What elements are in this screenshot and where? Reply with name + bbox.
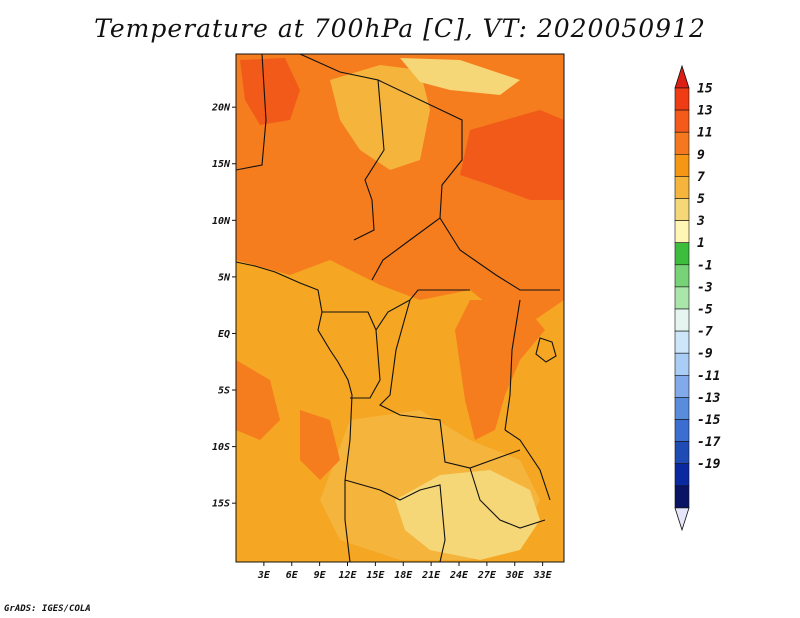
- y-tick-label: 10S: [212, 442, 230, 453]
- x-axis-ticks: 3E 6E 9E 12E 15E 18E 21E 24E 27E 30E 33E: [257, 562, 553, 581]
- colorbar-top-arrow: [674, 64, 690, 89]
- colorbar-label: 9: [697, 148, 705, 163]
- country-borders: [236, 54, 560, 562]
- colorbar-label: 1: [697, 236, 705, 251]
- y-tick-label: 20N: [211, 103, 231, 114]
- colorbar-swatch: [674, 286, 690, 310]
- colorbar-swatch: [674, 485, 690, 509]
- x-tick-label: 15E: [366, 570, 385, 581]
- colorbar-swatch: [674, 220, 690, 244]
- warm-region-central-east: [455, 300, 545, 440]
- colorbar-label: 7: [697, 170, 705, 185]
- hot-region-northwest: [240, 58, 300, 125]
- colorbar-label: -15: [697, 413, 721, 428]
- colorbar-swatch: [674, 176, 690, 199]
- colorbar-label: -19: [697, 457, 721, 472]
- colorbar-swatch: [674, 109, 690, 133]
- chart-title: Temperature at 700hPa [C], VT: 202005091…: [94, 14, 706, 43]
- coastline-west: [236, 261, 353, 562]
- warm-patch-west: [236, 360, 280, 440]
- colorbar-swatch: [674, 154, 690, 177]
- lake-outline: [535, 337, 557, 363]
- y-tick-label: EQ: [218, 329, 230, 340]
- y-axis-ticks: 20N 15N 10N 5N EQ 5S 10S 15S: [211, 103, 236, 510]
- colorbar-label: 15: [697, 82, 713, 97]
- warm-patch-southwest: [300, 410, 340, 480]
- colorbar-bottom-arrow: [674, 507, 690, 532]
- border-lines-central: [322, 289, 521, 469]
- x-tick-label: 6E: [286, 570, 299, 581]
- cool-region-north: [400, 58, 520, 95]
- colorbar-label: -11: [697, 369, 720, 384]
- colorbar-swatch: [674, 308, 690, 332]
- x-tick-label: 33E: [533, 570, 553, 581]
- colorbar-label: 3: [696, 214, 705, 229]
- y-tick-label: 10N: [212, 216, 231, 227]
- x-tick-label: 9E: [314, 570, 327, 581]
- colorbar-swatch: [674, 352, 690, 376]
- colorbar-swatch: [674, 330, 690, 354]
- mild-region-north: [330, 65, 430, 170]
- colorbar-label: 5: [697, 192, 705, 207]
- colorbar-swatch: [674, 463, 690, 487]
- warm-region-north: [236, 54, 564, 330]
- colorbar-swatch: [674, 419, 690, 442]
- colorbar-swatch: [674, 87, 690, 111]
- x-tick-label: 24E: [449, 570, 469, 581]
- map-frame: [235, 53, 565, 563]
- y-tick-label: 5S: [218, 386, 230, 397]
- colorbar-swatch: [674, 242, 690, 266]
- credit-label: GrADS: IGES/COLA: [4, 604, 91, 614]
- colorbar-swatch: [674, 131, 690, 155]
- x-tick-label: 18E: [394, 570, 413, 581]
- colorbar-label: -7: [697, 325, 713, 340]
- hot-region-east: [460, 110, 564, 200]
- border-lines-north: [236, 54, 560, 291]
- colorbar-label: -17: [697, 435, 721, 450]
- x-tick-label: 3E: [257, 570, 271, 581]
- cool-region-south: [395, 470, 540, 560]
- colorbar: 15 13 11 9 7 5 3 1 -1 -3 -5 -7 -9 -11 -13 -15 -17 -19: [674, 64, 721, 532]
- y-tick-label: 15S: [212, 499, 230, 510]
- border-lines-south: [344, 429, 551, 562]
- x-tick-label: 21E: [421, 570, 441, 581]
- colorbar-label: 13: [697, 104, 713, 119]
- x-tick-label: 12E: [338, 570, 357, 581]
- colorbar-label: -13: [697, 391, 721, 406]
- x-tick-label: 27E: [477, 570, 497, 581]
- colorbar-swatch: [674, 198, 690, 221]
- y-tick-label: 5N: [218, 272, 231, 283]
- colorbar-label: -3: [697, 280, 713, 295]
- colorbar-swatch: [674, 374, 690, 398]
- colorbar-swatch: [674, 264, 690, 288]
- x-tick-label: 30E: [505, 570, 525, 581]
- temperature-field: [236, 54, 564, 562]
- colorbar-swatch: [674, 441, 690, 465]
- colorbar-label: 11: [697, 126, 713, 141]
- y-tick-label: 15N: [212, 159, 231, 170]
- colorbar-swatch: [674, 397, 690, 420]
- colorbar-label: -5: [697, 303, 713, 318]
- colorbar-label: -1: [697, 258, 713, 273]
- colorbar-label: -9: [697, 347, 713, 362]
